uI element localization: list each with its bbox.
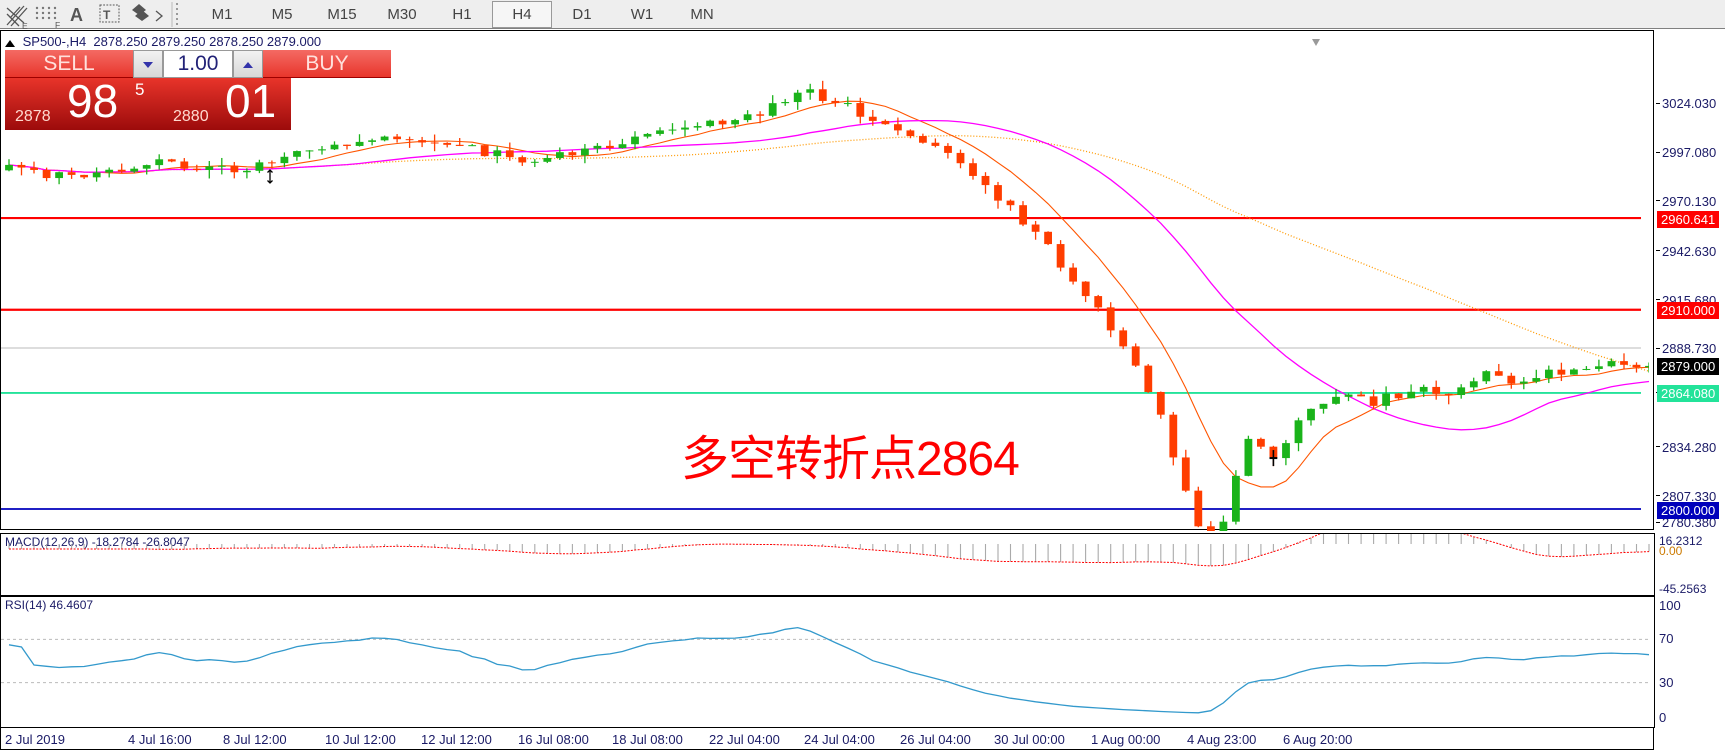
svg-text:E: E — [22, 21, 28, 29]
svg-text:F: F — [55, 20, 60, 29]
svg-text:T: T — [103, 8, 111, 22]
svg-text:A: A — [70, 5, 83, 25]
